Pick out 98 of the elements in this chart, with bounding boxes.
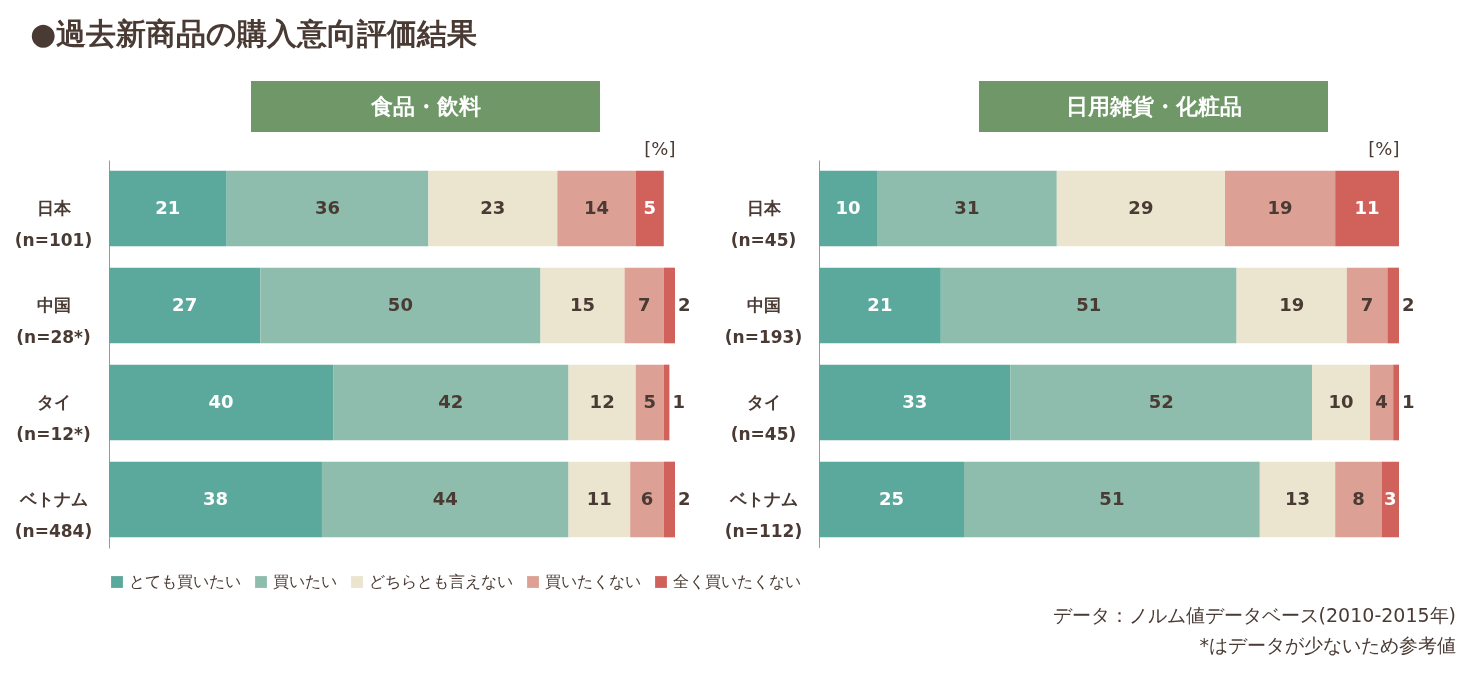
bar — [260, 267, 541, 344]
y-tick-label: 日本 (n=45) — [730, 197, 797, 250]
bar — [1010, 364, 1312, 441]
data-label: 7 — [1360, 293, 1374, 315]
data-label: 23 — [480, 196, 506, 218]
bar — [540, 267, 625, 344]
data-label: 19 — [1267, 196, 1293, 218]
bar — [333, 364, 569, 441]
data-label: 21 — [155, 196, 181, 218]
bar — [1259, 461, 1336, 538]
bar — [624, 267, 664, 344]
data-label: 5 — [643, 196, 657, 218]
y-tick-label: タイ (n=12*) — [16, 391, 91, 444]
data-label: 7 — [637, 293, 651, 315]
data-label: 40 — [208, 390, 234, 412]
bar — [964, 461, 1260, 538]
bar — [1335, 461, 1382, 538]
data-label: 4 — [1375, 390, 1388, 412]
data-label: 11 — [586, 487, 612, 509]
data-label: 42 — [438, 390, 464, 412]
data-label: 3 — [1384, 487, 1397, 509]
bar — [109, 364, 334, 441]
legend-label: とても買いたい — [129, 572, 241, 591]
data-label: 50 — [387, 293, 413, 315]
chart-title: 食品・飲料 — [251, 81, 600, 132]
bar — [663, 461, 675, 538]
data-label: 13 — [1284, 487, 1311, 509]
bar — [1236, 267, 1347, 344]
data-label: 51 — [1076, 293, 1102, 315]
y-tick-label: 中国 (n=28*) — [16, 294, 91, 347]
data-label: 29 — [1128, 196, 1154, 218]
legend-label: 全く買いたくない — [673, 572, 801, 591]
legend-label: 買いたい — [273, 572, 337, 591]
data-label: 2 — [678, 293, 691, 315]
data-label: 12 — [589, 390, 615, 412]
data-label: 10 — [835, 196, 861, 218]
y-tick-label: ベトナム (n=484) — [14, 488, 93, 541]
bar — [663, 267, 675, 344]
data-label: 25 — [878, 487, 905, 509]
bar — [568, 364, 636, 441]
bar — [635, 170, 664, 247]
bar — [635, 364, 664, 441]
bar — [557, 170, 636, 247]
bar — [1393, 364, 1399, 441]
bar — [109, 267, 261, 344]
chart-title: 日用雑貨・化粧品 — [979, 81, 1328, 132]
data-label: 27 — [172, 293, 198, 315]
bar — [819, 364, 1011, 441]
x-axis-title: [%] — [644, 137, 676, 159]
data-label: 38 — [202, 487, 229, 509]
data-label: 33 — [902, 390, 928, 412]
bar — [1312, 364, 1370, 441]
bar — [1346, 267, 1388, 344]
bar — [1225, 170, 1336, 247]
text: データ：ノルム値データベース(2010-2015年) — [1052, 603, 1456, 628]
data-label: 8 — [1352, 487, 1365, 509]
bar — [877, 170, 1057, 247]
data-label: 51 — [1099, 487, 1125, 509]
bar — [630, 461, 664, 538]
bar — [226, 170, 429, 247]
bar — [819, 461, 964, 538]
text: *はデータが少ないため参考値 — [1198, 633, 1456, 658]
data-label: 21 — [867, 293, 893, 315]
bar — [428, 170, 558, 247]
bar — [1056, 170, 1225, 247]
data-label: 2 — [678, 487, 691, 509]
bar — [109, 461, 322, 538]
data-label: 1 — [1402, 390, 1415, 412]
y-tick-label: 中国 (n=193) — [724, 294, 803, 347]
data-label: 52 — [1148, 390, 1174, 412]
x-axis-title: [%] — [1368, 137, 1400, 159]
data-label: 19 — [1279, 293, 1305, 315]
bar — [819, 267, 941, 344]
data-label: 1 — [672, 390, 685, 412]
bar — [940, 267, 1237, 344]
legend-label: 買いたくない — [545, 572, 641, 591]
y-tick-label: 日本 (n=101) — [14, 197, 93, 250]
data-label: 44 — [432, 487, 458, 509]
y-tick-label: ベトナム (n=112) — [724, 488, 803, 541]
data-label: 10 — [1328, 390, 1354, 412]
data-label: 2 — [1402, 293, 1415, 315]
bar — [1370, 364, 1394, 441]
bar — [568, 461, 631, 538]
data-label: 31 — [954, 196, 980, 218]
data-label: 5 — [643, 390, 657, 412]
legend-label: どちらとも言えない — [369, 572, 513, 591]
data-label: 15 — [570, 293, 596, 315]
bar — [819, 170, 877, 247]
bar — [1387, 267, 1399, 344]
data-label: 11 — [1354, 196, 1380, 218]
data-label: 6 — [640, 487, 654, 509]
text: ●過去新商品の購入意向評価結果 — [30, 15, 478, 53]
data-label: 14 — [584, 196, 610, 218]
bar — [1335, 170, 1399, 247]
bar — [321, 461, 569, 538]
data-label: 36 — [315, 196, 341, 218]
bar — [109, 170, 227, 247]
y-tick-label: タイ (n=45) — [730, 391, 797, 444]
